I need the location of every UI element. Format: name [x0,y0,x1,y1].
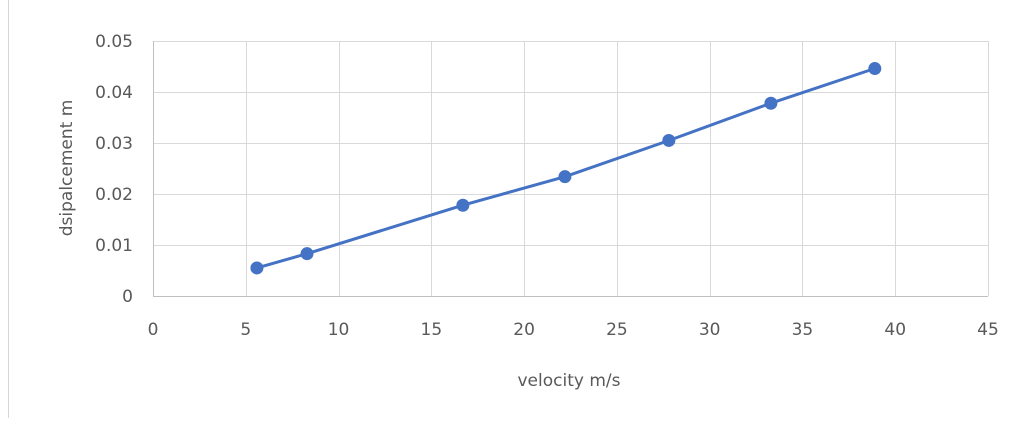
x-tick-label: 10 [328,320,350,340]
gridlines [153,41,989,296]
y-tick-label: 0.02 [95,185,133,205]
x-tick-label: 45 [977,320,999,340]
y-tick-label: 0.05 [95,32,133,52]
y-tick-label: 0.01 [95,236,133,256]
data-point [558,170,572,184]
series [250,62,882,275]
y-tick-label: 0.04 [95,83,133,103]
data-point [764,96,778,110]
data-point [868,62,882,76]
left-border-line [8,0,9,418]
x-tick-label: 30 [699,320,721,340]
data-point [456,198,470,212]
y-axis-title: dsipalcement m [57,100,77,237]
tick-labels: 0 5 10 15 20 25 30 35 40 45 0 0.01 0.02 0.03 0.04 0.05 [95,32,999,340]
x-tick-label: 5 [240,320,251,340]
x-tick-label: 20 [513,320,535,340]
series-line [255,67,877,270]
y-tick-label: 0 [122,287,133,307]
y-tick-label: 0.03 [95,134,133,154]
data-point [250,261,264,275]
x-tick-label: 15 [421,320,443,340]
x-tick-label: 0 [148,320,159,340]
x-axis-title: velocity m/s [518,371,621,391]
data-point [662,133,676,147]
x-tick-label: 40 [884,320,906,340]
x-tick-label: 25 [606,320,628,340]
data-point [300,247,314,261]
x-tick-label: 35 [792,320,814,340]
axes [153,41,988,297]
